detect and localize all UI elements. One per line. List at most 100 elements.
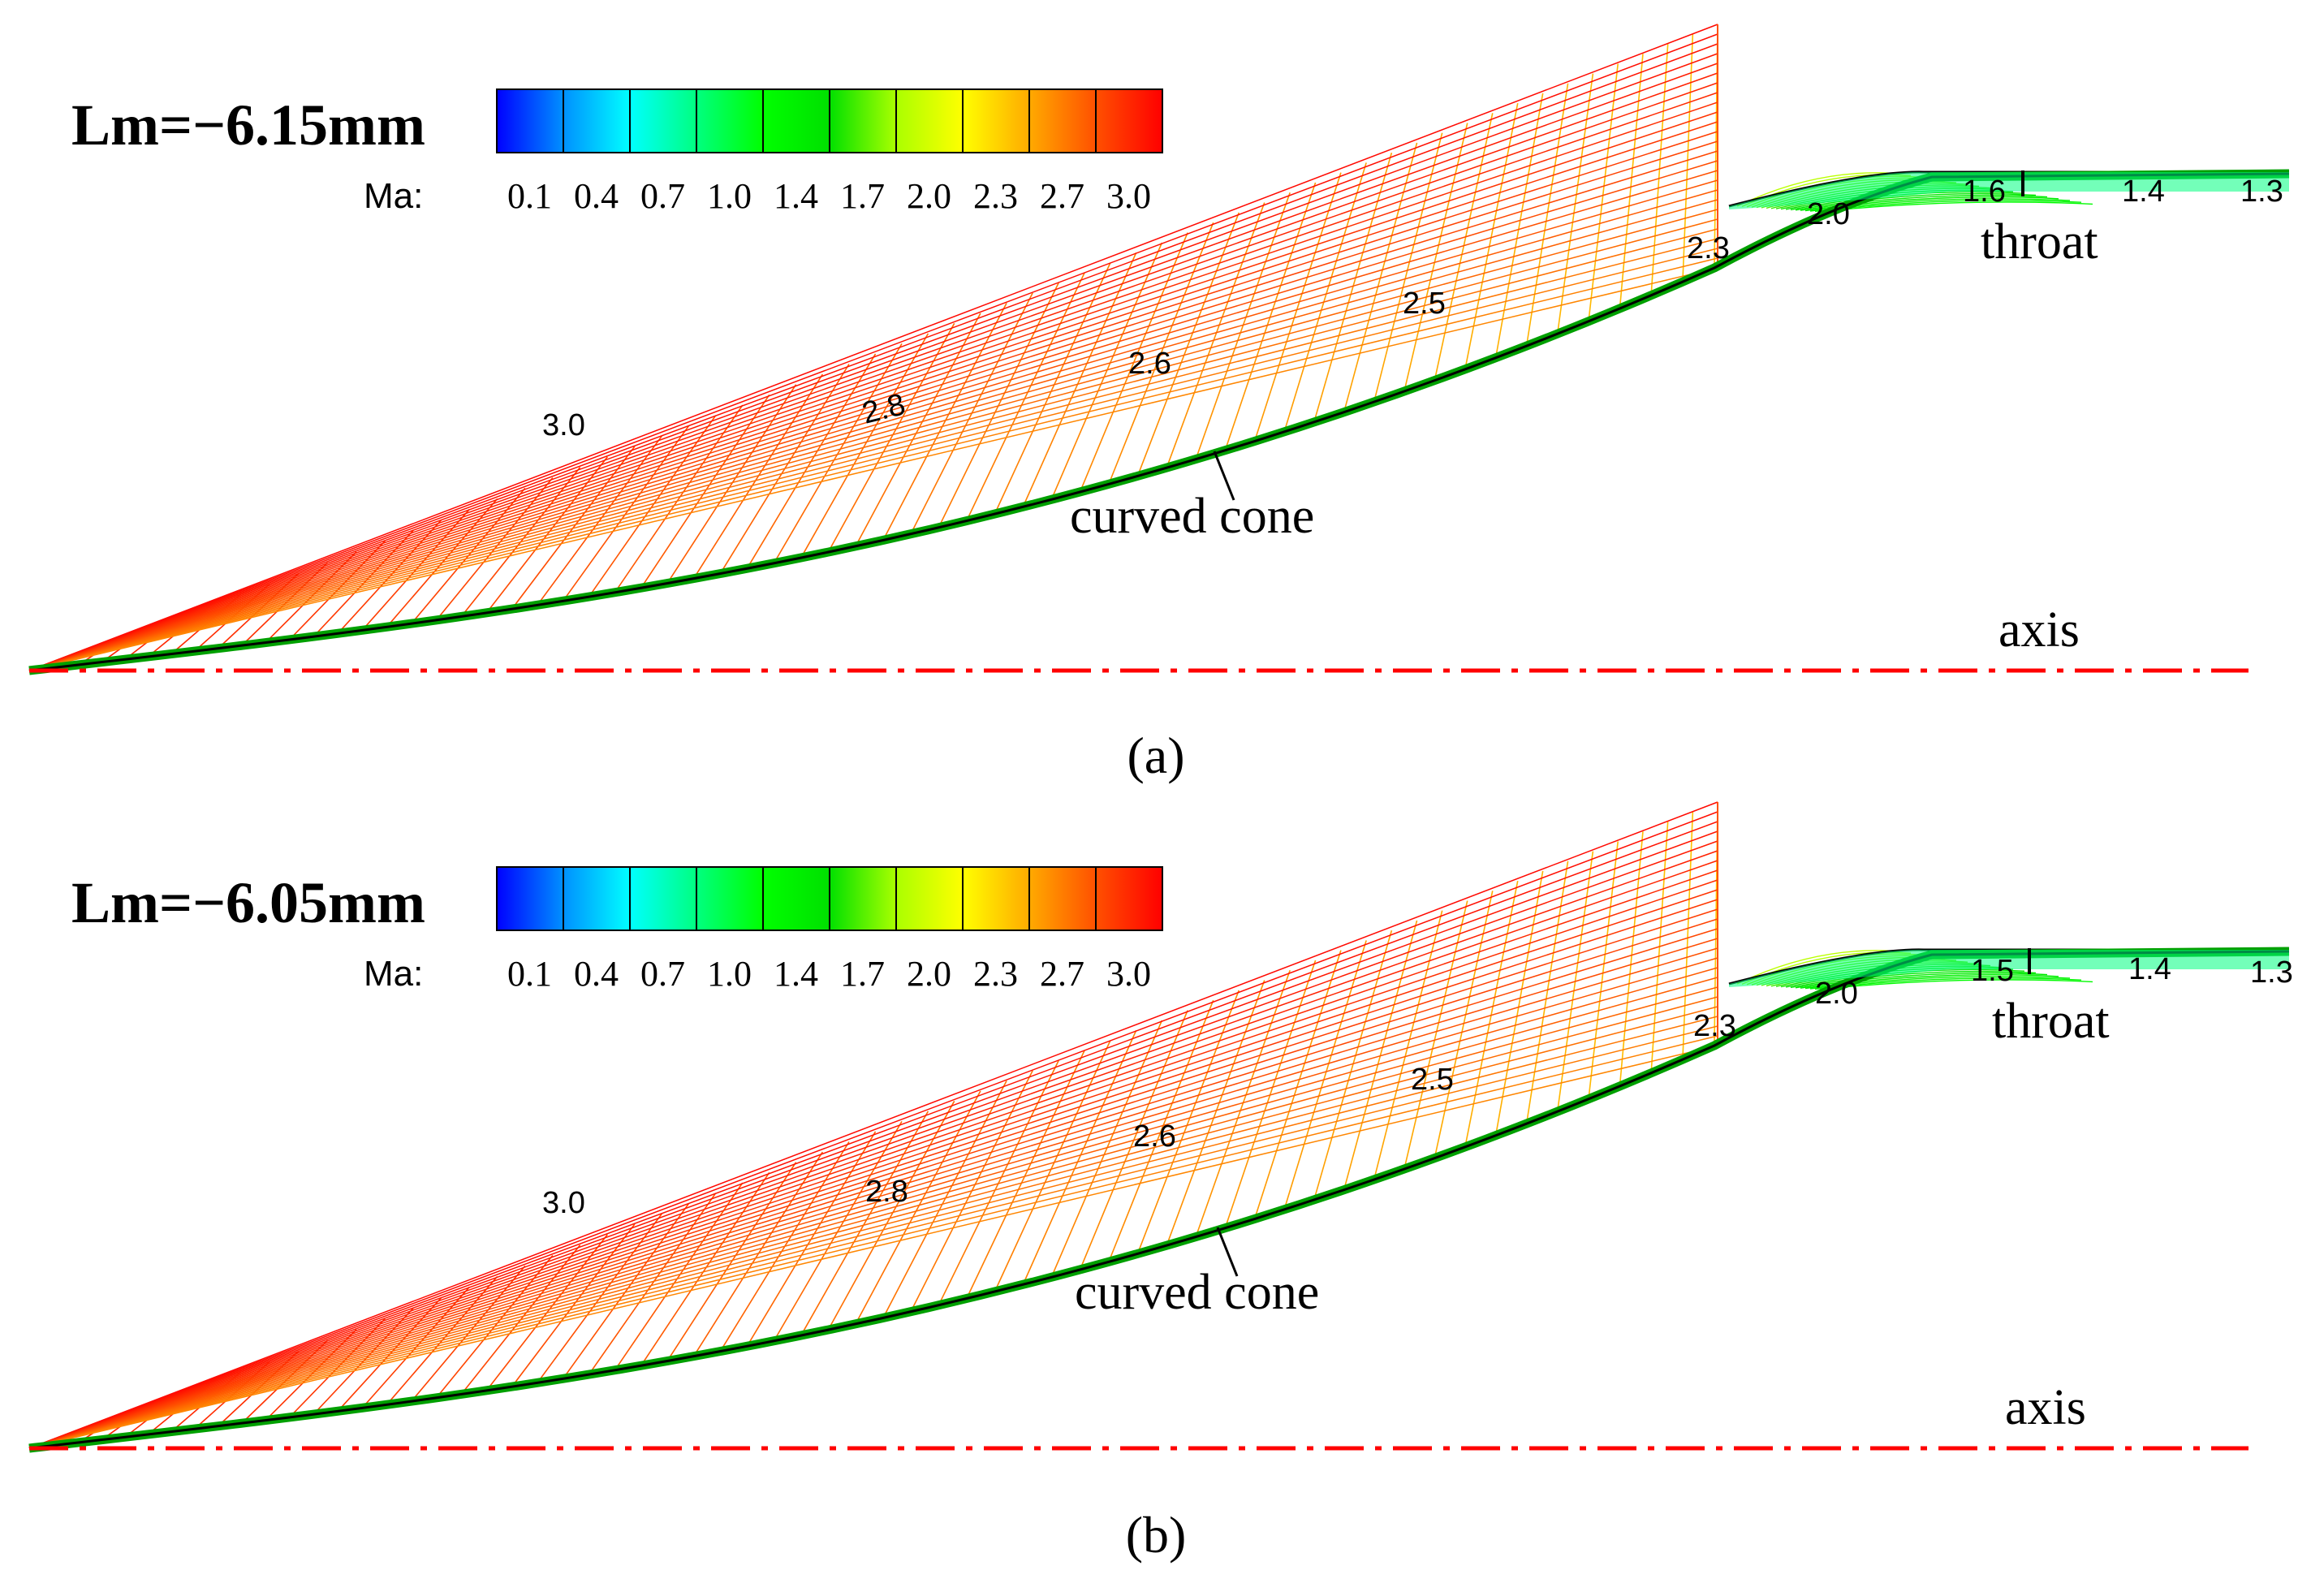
fan-contour-line (968, 1050, 1085, 1296)
shock-contour-line (28, 879, 1718, 1449)
shock-contour-line (28, 918, 1718, 1449)
shock-contour-line (28, 199, 1718, 671)
shock-contour-line (28, 1016, 1718, 1449)
fan-contour-line (1526, 861, 1569, 1121)
shock-contour-line (28, 996, 1718, 1449)
fan-contour-line (1167, 980, 1265, 1242)
curved-cone-outline (28, 950, 2290, 1450)
shock-contour-line (28, 238, 1718, 671)
shock-contour-line (28, 92, 1718, 671)
shock-contour-line (28, 1035, 1718, 1449)
fan-contour-line (1080, 1010, 1188, 1266)
fan-contour-line (748, 1131, 877, 1344)
fan-contour-line (565, 425, 690, 598)
panel-a: Lm=−6.15mm Ma: 0.1 0.4 0.7 1.0 1.4 1.7 2.0 2.3 2… (28, 24, 2290, 784)
contour-label: 3.0 (542, 1186, 585, 1220)
contour-label: 2.3 (1687, 231, 1730, 265)
fan-contour-line (269, 1329, 357, 1417)
shock-contour-line (28, 72, 1718, 671)
shock-contour-line (28, 821, 1718, 1449)
fan-contour-line (1226, 182, 1317, 447)
colorbar-tick-label: 0.4 (574, 176, 619, 216)
colorbar-tick-label: 1.4 (774, 954, 818, 994)
shock-contour-line (28, 889, 1718, 1449)
shock-contour-line (28, 869, 1718, 1449)
fan-contour-line (1284, 940, 1367, 1206)
colorbar-tick-labels: 0.1 0.4 0.7 1.0 1.4 1.7 2.0 2.3 2.7 3.0 (507, 954, 1151, 994)
duct-contour-line (1736, 950, 1900, 985)
shock-contour-line (28, 179, 1718, 671)
throat-label: throat (1981, 214, 2098, 270)
fan-contour-line (1650, 44, 1669, 292)
contour-label: 1.3 (2250, 955, 2293, 990)
contour-label: 2.0 (1815, 977, 1858, 1011)
shock-contour-line (28, 947, 1718, 1449)
shock-contour-line (28, 101, 1718, 671)
shock-contour-line (28, 1045, 1718, 1449)
colorbar-dividers (563, 867, 1097, 930)
shock-contour-line (28, 267, 1718, 671)
fan-contour-line (1557, 851, 1594, 1109)
shock-contour-line (28, 811, 1718, 1449)
fan-contour-line (1284, 162, 1367, 429)
colorbar-tick-label: 0.7 (640, 954, 685, 994)
fan-contour-lines (28, 24, 1718, 671)
curved-cone-leader (1216, 1227, 1239, 1277)
fan-contour-line (292, 1318, 386, 1414)
shock-contour-line (28, 218, 1718, 671)
lm-label: Lm=−6.15mm (71, 93, 425, 157)
colorbar-tick-label: 3.0 (1106, 176, 1151, 216)
colorbar-tick-label: 0.7 (640, 176, 685, 216)
shock-contour-line (28, 189, 1718, 671)
colorbar-tick-label: 0.4 (574, 954, 619, 994)
fan-contour-line (1138, 212, 1240, 473)
colorbar-tick-label: 2.7 (1040, 176, 1084, 216)
curved-cone-leader (1213, 451, 1235, 501)
lm-label: Lm=−6.05mm (71, 870, 425, 935)
axis-label: axis (2005, 1380, 2086, 1435)
panel-b: Lm=−6.05mm Ma: 0.1 0.4 0.7 1.0 1.4 1.7 2.0 2.3 2… (28, 801, 2293, 1564)
fan-contour-line (1109, 999, 1214, 1259)
shock-contour-line (28, 33, 1718, 671)
shock-contour-line (28, 977, 1718, 1449)
contour-label: 1.5 (1971, 954, 2014, 988)
shock-contour-line (28, 830, 1718, 1449)
contour-label: 3.0 (542, 408, 585, 442)
fan-contour-line (340, 519, 442, 631)
fan-contour-line (292, 541, 386, 636)
contour-label: 2.6 (1128, 347, 1171, 381)
fan-contour-line (912, 1070, 1033, 1309)
fan-contour-line (995, 262, 1111, 511)
duct-contour-line (1819, 201, 2093, 213)
shock-contour-line (28, 160, 1718, 671)
fan-contour-line (1080, 232, 1188, 489)
contour-label: 1.3 (2240, 175, 2283, 209)
colorbar-tick-label: 2.7 (1040, 954, 1084, 994)
shock-contour-line (28, 986, 1718, 1449)
fan-contour-line (912, 292, 1033, 531)
duct-contour-line (1795, 970, 2037, 989)
fan-contour-line (775, 343, 903, 560)
shock-contour-line (28, 908, 1718, 1449)
fan-contour-line (1374, 132, 1443, 399)
colorbar-tick-label: 2.3 (973, 954, 1018, 994)
colorbar-dividers (563, 89, 1097, 153)
fan-contour-line (775, 1120, 903, 1338)
fan-contour-line (539, 435, 662, 602)
panel-caption: (b) (1126, 1506, 1187, 1564)
colorbar: Ma: 0.1 0.4 0.7 1.0 1.4 1.7 2.0 2.3 2.7 3.0 (364, 88, 1163, 216)
shock-contour-line (28, 967, 1718, 1449)
shock-contour-line (28, 801, 1718, 1449)
shock-contour-line (28, 928, 1718, 1449)
shock-contour-line (28, 24, 1718, 671)
fan-contour-line (590, 415, 717, 594)
colorbar-tick-label: 2.3 (973, 176, 1018, 216)
shock-contour-line (28, 1025, 1718, 1449)
shock-contour-line (28, 111, 1718, 671)
shock-contour-line (28, 957, 1718, 1449)
fan-contour-line (1557, 73, 1594, 331)
shock-contour-line (28, 840, 1718, 1449)
fan-contour-line (316, 1307, 414, 1412)
colorbar-tick-label: 1.7 (840, 954, 885, 994)
